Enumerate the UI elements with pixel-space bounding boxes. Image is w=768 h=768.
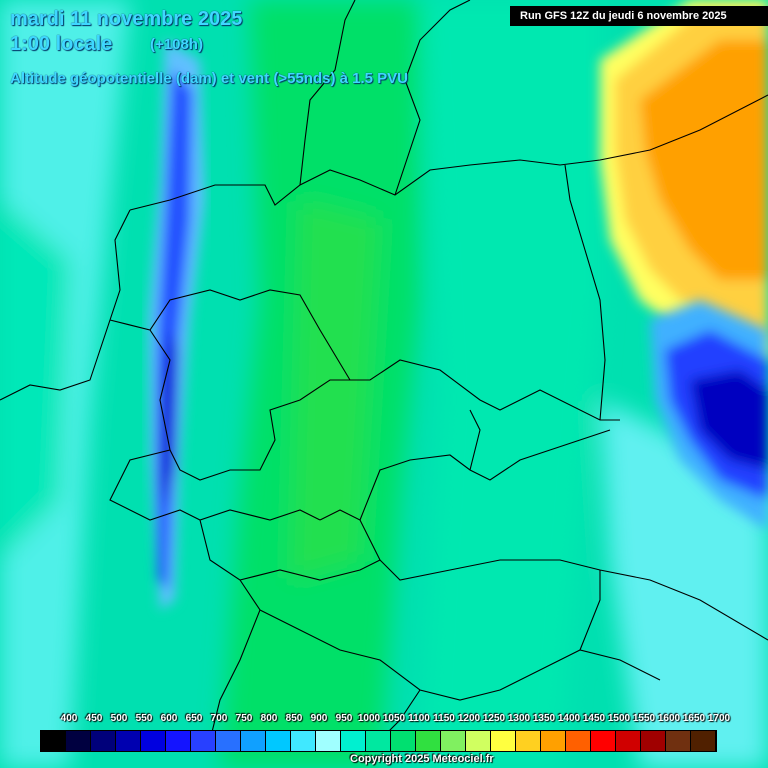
legend-label: 1500: [607, 713, 631, 724]
legend-swatch: [616, 731, 641, 751]
legend-label: 500: [110, 713, 128, 724]
legend-swatch: [516, 731, 541, 751]
legend-label: 1250: [482, 713, 506, 724]
legend-swatch: [116, 731, 141, 751]
legend-swatch: [91, 731, 116, 751]
legend-label: 650: [185, 713, 203, 724]
legend-swatch: [641, 731, 666, 751]
legend-swatch: [166, 731, 191, 751]
legend-label: 600: [160, 713, 178, 724]
forecast-time: 1:00 locale: [10, 33, 113, 55]
legend-color-bar: [40, 730, 717, 752]
legend-label: 1300: [507, 713, 531, 724]
legend-swatch: [441, 731, 466, 751]
legend-label: 700: [210, 713, 228, 724]
forecast-date: mardi 11 novembre 2025: [10, 8, 243, 30]
legend-swatch: [666, 731, 691, 751]
run-info: Run GFS 12Z du jeudi 6 novembre 2025: [510, 6, 768, 26]
legend-swatch: [266, 731, 291, 751]
legend-label: 1150: [433, 713, 455, 724]
legend-label: 1400: [557, 713, 581, 724]
legend-label: 850: [285, 713, 303, 724]
legend-label: 750: [235, 713, 253, 724]
legend-swatch: [416, 731, 441, 751]
legend-swatch: [191, 731, 216, 751]
legend-label: 1350: [532, 713, 556, 724]
legend-label: 400: [60, 713, 78, 724]
legend-swatch: [366, 731, 391, 751]
legend-label: 1600: [657, 713, 681, 724]
legend-swatch: [141, 731, 166, 751]
legend-label: 900: [310, 713, 328, 724]
legend-label: 1200: [457, 713, 481, 724]
legend-label: 950: [335, 713, 353, 724]
legend-swatch: [591, 731, 616, 751]
legend-swatch: [66, 731, 91, 751]
legend-swatch: [216, 731, 241, 751]
legend-label: 1050: [382, 713, 406, 724]
copyright-notice: Copyright 2025 Meteociel.fr: [350, 753, 494, 765]
legend-swatch: [491, 731, 516, 751]
lead-time: (+108h): [150, 36, 203, 53]
legend-swatch: [291, 731, 316, 751]
legend-label: 550: [135, 713, 153, 724]
legend-swatch: [541, 731, 566, 751]
legend-label: 1650: [682, 713, 706, 724]
legend-label: 450: [85, 713, 103, 724]
legend-swatch: [566, 731, 591, 751]
legend-label: 1700: [707, 713, 731, 724]
parameter-title: Altitude géopotentielle (dam) et vent (>…: [10, 70, 408, 87]
legend-swatch: [41, 731, 66, 751]
legend-swatch: [691, 731, 716, 751]
legend-label: 1000: [357, 713, 381, 724]
legend-swatch: [316, 731, 341, 751]
legend-label: 800: [260, 713, 278, 724]
legend-swatch: [466, 731, 491, 751]
legend-swatch: [241, 731, 266, 751]
legend-swatch: [341, 731, 366, 751]
legend-swatch: [391, 731, 416, 751]
legend-label: 1100: [408, 713, 430, 724]
legend-label: 1450: [582, 713, 606, 724]
legend-label: 1550: [632, 713, 656, 724]
